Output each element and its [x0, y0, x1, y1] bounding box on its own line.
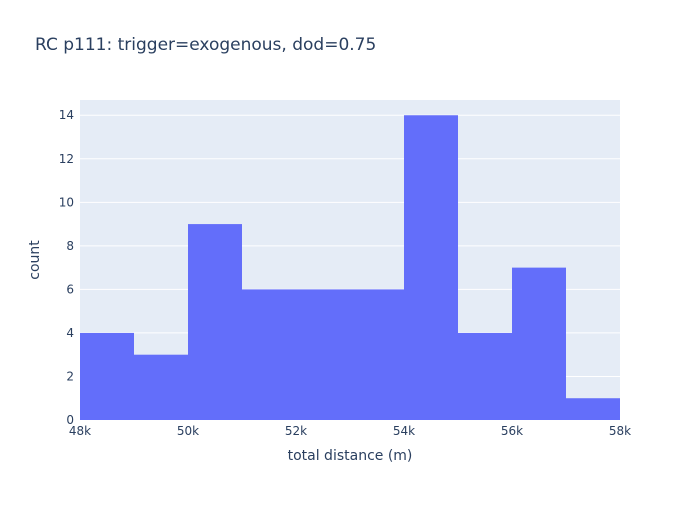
x-tick-label: 54k [393, 424, 415, 438]
histogram-bar [458, 332, 512, 420]
y-tick-label: 4 [66, 326, 74, 340]
x-tick-label: 52k [285, 424, 307, 438]
histogram-bar [188, 224, 242, 420]
histogram-bar [80, 332, 134, 420]
histogram-bar [134, 354, 188, 420]
x-tick-labels: 48k 50k 52k 54k 56k 58k [69, 424, 631, 438]
y-tick-labels: 0 2 4 6 8 10 12 14 [59, 108, 74, 427]
y-tick-label: 12 [59, 152, 74, 166]
y-axis-title: count [27, 240, 43, 280]
histogram-bar [404, 115, 458, 420]
chart-title: RC p111: trigger=exogenous, dod=0.75 [35, 35, 376, 55]
histogram-bar [296, 289, 350, 420]
y-tick-label: 10 [59, 195, 74, 209]
x-tick-label: 50k [177, 424, 199, 438]
y-tick-label: 8 [66, 239, 74, 253]
y-tick-label: 14 [59, 108, 74, 122]
x-tick-label: 58k [609, 424, 631, 438]
histogram-bar [242, 289, 296, 420]
histogram-bar [566, 398, 620, 420]
x-tick-label: 56k [501, 424, 523, 438]
y-tick-label: 0 [66, 413, 74, 427]
histogram-bar [512, 267, 566, 420]
y-tick-label: 6 [66, 282, 74, 296]
bars [80, 115, 620, 420]
y-tick-label: 2 [66, 369, 74, 383]
x-tick-label: 48k [69, 424, 91, 438]
x-axis-title: total distance (m) [288, 448, 413, 464]
histogram-bar [350, 289, 404, 420]
